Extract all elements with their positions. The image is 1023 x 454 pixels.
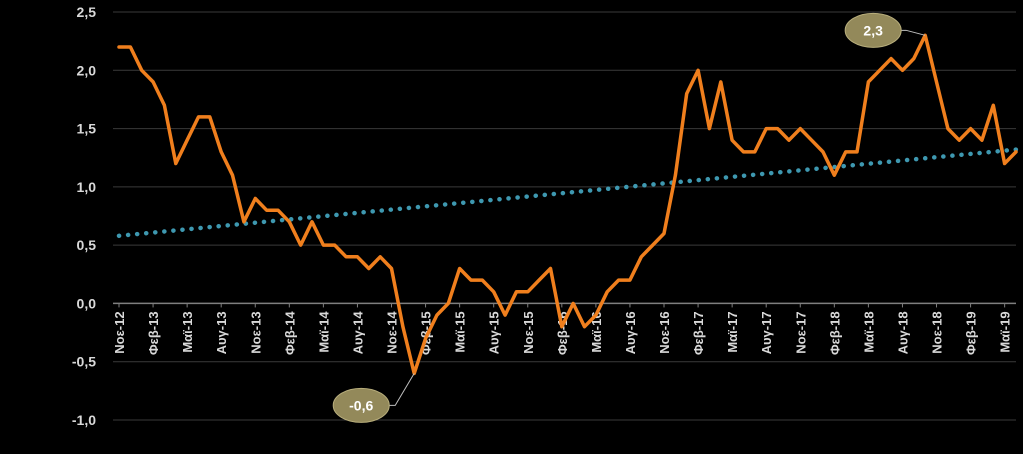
x-axis-tick-labels: Νοε-12 Φεβ-13 Μαϊ-13 Αυγ-13 Νοε-13 Φεβ-14 Μαϊ-… xyxy=(112,311,1013,355)
y-tick-label: 1,5 xyxy=(77,121,97,137)
x-tick-label: Φεβ-17 xyxy=(691,311,706,355)
y-tick-label: -0,5 xyxy=(72,354,96,370)
y-tick-label: 0,0 xyxy=(77,295,97,311)
x-tick-label: Μαϊ-18 xyxy=(861,311,876,352)
x-tick-label: Αυγ-14 xyxy=(350,311,365,355)
x-tick-label: Αυγ-17 xyxy=(759,311,774,354)
callout: 2,3 xyxy=(844,12,926,48)
x-tick-label: Μαϊ-14 xyxy=(316,311,331,353)
callout-bubble xyxy=(332,387,390,423)
series-line xyxy=(117,33,1018,376)
x-tick-label: Μαϊ-19 xyxy=(998,311,1013,352)
data-callouts: 2,3 -0,6 xyxy=(332,12,926,423)
x-tick-label: Αυγ-15 xyxy=(487,311,502,354)
y-tick-label: 2,5 xyxy=(77,4,97,20)
callout-label: 2,3 xyxy=(863,22,883,38)
x-tick-label: Νοε-13 xyxy=(248,311,263,353)
x-tick-label: Νοε-14 xyxy=(385,311,400,354)
callout-label: -0,6 xyxy=(349,397,373,413)
x-tick-label: Φεβ-18 xyxy=(827,311,842,355)
x-tick-label: Αυγ-16 xyxy=(623,311,638,354)
trendline xyxy=(116,147,1019,239)
x-tick-label: Φεβ-16 xyxy=(555,311,570,355)
callout-leader xyxy=(389,373,415,406)
x-tick-label: Νοε-16 xyxy=(657,311,672,353)
y-tick-label: 1,0 xyxy=(77,179,97,195)
x-tick-label: Αυγ-18 xyxy=(895,311,910,354)
x-tick-label: Μαϊ-17 xyxy=(725,311,740,352)
x-tick-label: Μαϊ-16 xyxy=(589,311,604,352)
x-tick-label: Νοε-17 xyxy=(793,311,808,353)
x-tick-label: Φεβ-13 xyxy=(146,311,161,355)
trendline-series xyxy=(116,147,1019,239)
x-tick-label: Φεβ-14 xyxy=(282,311,297,355)
callout-leader xyxy=(900,29,926,36)
x-axis xyxy=(113,302,1016,308)
x-tick-label: Μαϊ-13 xyxy=(180,311,195,352)
x-tick-label: Φεβ-19 xyxy=(964,311,979,355)
callout: -0,6 xyxy=(332,373,415,423)
y-tick-label: -1,0 xyxy=(72,412,96,428)
callout-bubble xyxy=(844,12,902,48)
x-tick-label: Μαϊ-15 xyxy=(453,311,468,352)
x-tick-label: Νοε-15 xyxy=(521,311,536,353)
x-tick-label: Νοε-18 xyxy=(930,311,945,353)
y-tick-label: 0,5 xyxy=(77,237,97,253)
x-tick-label: Αυγ-13 xyxy=(214,311,229,354)
main-series xyxy=(117,33,1018,376)
y-axis-tick-labels: -1,0 -0,5 0,0 0,5 1,0 1,5 2,0 2,5 xyxy=(72,4,96,428)
y-tick-label: 2,0 xyxy=(77,62,97,78)
x-tick-label: Νοε-12 xyxy=(112,311,127,353)
